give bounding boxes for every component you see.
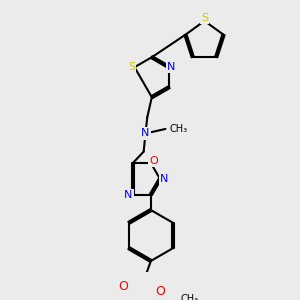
Text: N: N — [124, 190, 132, 200]
Text: CH₃: CH₃ — [181, 294, 199, 300]
Text: N: N — [141, 128, 150, 139]
Text: O: O — [118, 280, 128, 293]
Text: O: O — [155, 285, 165, 298]
Text: S: S — [128, 62, 135, 72]
Text: S: S — [201, 13, 208, 23]
Text: O: O — [149, 156, 158, 166]
Text: CH₃: CH₃ — [170, 124, 188, 134]
Text: N: N — [160, 174, 169, 184]
Text: N: N — [167, 62, 175, 72]
